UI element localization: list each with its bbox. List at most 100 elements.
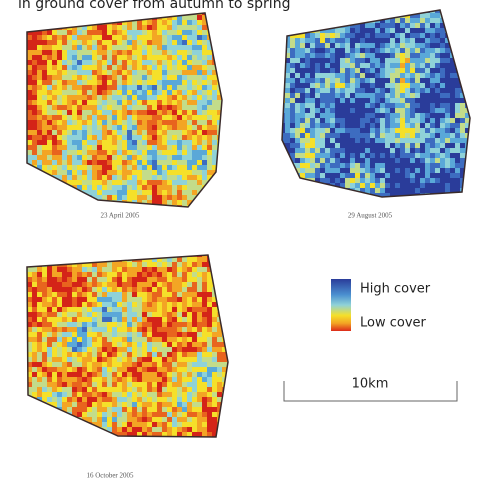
cover-cell bbox=[172, 307, 177, 312]
cover-cell bbox=[290, 173, 295, 178]
cover-cell bbox=[330, 193, 335, 198]
cover-cell bbox=[187, 180, 192, 185]
cover-cell bbox=[222, 85, 227, 90]
cover-cell bbox=[295, 148, 300, 153]
cover-cell bbox=[360, 138, 365, 143]
cover-cell bbox=[57, 272, 62, 277]
cover-cell bbox=[47, 277, 52, 282]
cover-cell bbox=[197, 397, 202, 402]
cover-cell bbox=[177, 105, 182, 110]
cover-cell bbox=[142, 347, 147, 352]
cover-cell bbox=[440, 58, 445, 63]
cover-cell bbox=[167, 95, 172, 100]
cover-cell bbox=[320, 133, 325, 138]
cover-cell bbox=[112, 357, 117, 362]
cover-cell bbox=[285, 198, 290, 203]
cover-cell bbox=[162, 95, 167, 100]
cover-cell bbox=[325, 113, 330, 118]
cover-cell bbox=[345, 18, 350, 23]
cover-cell bbox=[202, 292, 207, 297]
cover-cell bbox=[192, 372, 197, 377]
cover-cell bbox=[295, 113, 300, 118]
cover-cell bbox=[172, 70, 177, 75]
cover-cell bbox=[57, 65, 62, 70]
cover-cell bbox=[107, 297, 112, 302]
cover-cell bbox=[72, 160, 77, 165]
map-caption: 23 April 2005 bbox=[101, 212, 140, 220]
cover-cell bbox=[222, 165, 227, 170]
cover-cell bbox=[112, 377, 117, 382]
cover-cell bbox=[182, 120, 187, 125]
cover-cell bbox=[107, 252, 112, 257]
cover-cell bbox=[77, 292, 82, 297]
cover-cell bbox=[295, 158, 300, 163]
cover-cell bbox=[430, 43, 435, 48]
cover-cell bbox=[325, 198, 330, 203]
cover-cell bbox=[280, 178, 285, 183]
cover-cell bbox=[300, 133, 305, 138]
cover-cell bbox=[415, 133, 420, 138]
cover-cell bbox=[460, 198, 465, 203]
cover-cell bbox=[42, 125, 47, 130]
cover-cell bbox=[97, 60, 102, 65]
cover-cell bbox=[132, 15, 137, 20]
cover-cell bbox=[187, 15, 192, 20]
cover-cell bbox=[197, 75, 202, 80]
cover-cell bbox=[147, 262, 152, 267]
cover-cell bbox=[177, 352, 182, 357]
cover-cell bbox=[142, 392, 147, 397]
cover-cell bbox=[52, 195, 57, 200]
cover-cell bbox=[107, 367, 112, 372]
cover-cell bbox=[192, 392, 197, 397]
cover-cell bbox=[162, 45, 167, 50]
cover-cell bbox=[212, 110, 217, 115]
cover-cell bbox=[217, 20, 222, 25]
cover-cell bbox=[37, 332, 42, 337]
cover-cell bbox=[320, 118, 325, 123]
cover-cell bbox=[162, 322, 167, 327]
cover-cell bbox=[370, 103, 375, 108]
cover-cell bbox=[202, 55, 207, 60]
cover-cell bbox=[470, 148, 475, 153]
cover-cell bbox=[147, 272, 152, 277]
cover-cell bbox=[355, 68, 360, 73]
cover-cell bbox=[202, 75, 207, 80]
cover-cell bbox=[400, 158, 405, 163]
cover-cell bbox=[320, 103, 325, 108]
cover-cell bbox=[107, 322, 112, 327]
cover-cell bbox=[132, 160, 137, 165]
cover-cell bbox=[152, 427, 157, 432]
cover-cell bbox=[177, 85, 182, 90]
cover-cell bbox=[147, 60, 152, 65]
cover-cell bbox=[182, 100, 187, 105]
cover-cell bbox=[385, 118, 390, 123]
cover-cell bbox=[132, 85, 137, 90]
cover-cell bbox=[102, 347, 107, 352]
cover-cell bbox=[320, 53, 325, 58]
cover-cell bbox=[107, 422, 112, 427]
cover-cell bbox=[157, 60, 162, 65]
cover-cell bbox=[390, 43, 395, 48]
cover-cell bbox=[305, 83, 310, 88]
cover-cell bbox=[295, 108, 300, 113]
cover-cell bbox=[77, 327, 82, 332]
cover-cell bbox=[137, 45, 142, 50]
cover-cell bbox=[305, 13, 310, 18]
cover-cell bbox=[207, 205, 212, 210]
cover-cell bbox=[197, 352, 202, 357]
cover-cell bbox=[202, 165, 207, 170]
cover-cell bbox=[370, 188, 375, 193]
cover-cell bbox=[192, 322, 197, 327]
cover-cell bbox=[330, 78, 335, 83]
cover-cell bbox=[187, 185, 192, 190]
cover-cell bbox=[370, 8, 375, 13]
cover-cell bbox=[62, 347, 67, 352]
cover-cell bbox=[375, 8, 380, 13]
cover-cell bbox=[67, 145, 72, 150]
cover-cell bbox=[162, 437, 167, 442]
cover-cell bbox=[295, 123, 300, 128]
cover-cell bbox=[57, 105, 62, 110]
cover-cell bbox=[142, 190, 147, 195]
cover-cell bbox=[390, 83, 395, 88]
cover-cell bbox=[147, 95, 152, 100]
